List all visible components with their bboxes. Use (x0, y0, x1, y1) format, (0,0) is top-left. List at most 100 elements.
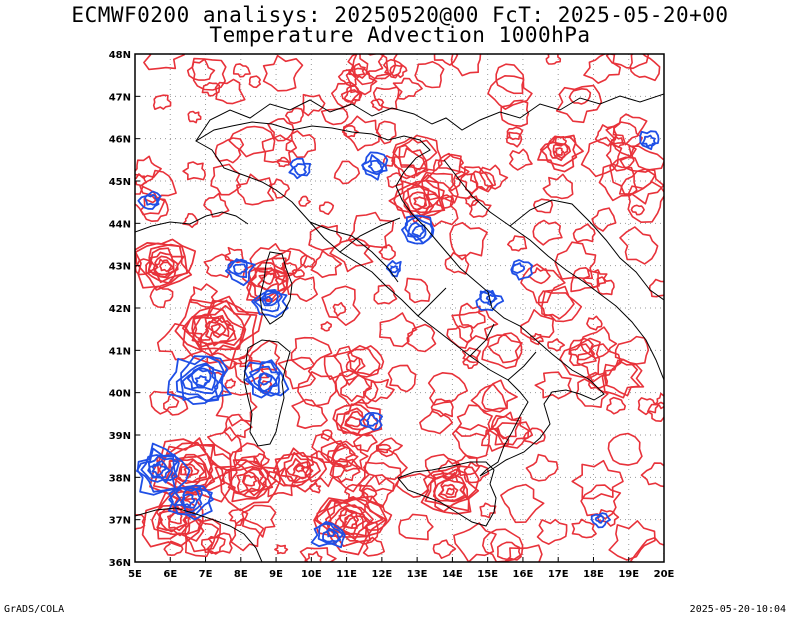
cold-advection-contour (258, 372, 273, 386)
warm-advection-contour (655, 392, 664, 410)
warm-advection-contour (277, 356, 316, 390)
sardinia-coastline (243, 339, 291, 447)
warm-advection-contour (332, 345, 381, 386)
warm-advection-contour (607, 432, 643, 466)
warm-advection-contour (149, 285, 174, 309)
warm-advection-contour (568, 337, 596, 361)
warm-advection-contour (203, 192, 230, 218)
longitude-label: 13E (407, 569, 428, 580)
warm-advection-contour (298, 195, 311, 207)
warm-advection-contour (576, 343, 622, 383)
warm-advection-contour (536, 518, 568, 545)
cold-advection-contour (173, 486, 203, 514)
longitude-label: 10E (301, 569, 322, 580)
warm-advection-contour (461, 347, 481, 364)
warm-advection-contour (320, 107, 349, 126)
cold-advection-contour (485, 293, 498, 303)
warm-advection-contour (241, 504, 277, 538)
latitude-label: 40N (109, 389, 131, 400)
cold-advection-contour (367, 159, 384, 173)
warm-advection-contour (274, 544, 289, 555)
warm-advection-contour (408, 191, 431, 211)
longitude-label: 19E (618, 569, 639, 580)
warm-advection-contour (398, 513, 434, 541)
warm-advection-contour (154, 255, 175, 276)
footer-timestamp: 2025-05-20-10:04 (689, 604, 786, 615)
cold-advection-contour (181, 363, 219, 395)
warm-advection-contour (406, 323, 437, 353)
warm-advection-contour (335, 403, 379, 437)
longitude-label: 8E (234, 569, 248, 580)
warm-advection-contour (191, 307, 245, 348)
warm-advection-contour (424, 468, 480, 512)
cold-advection-contour (263, 296, 273, 305)
warm-advection-contour (559, 337, 601, 379)
warm-advection-contour (393, 147, 429, 180)
warm-advection-contour (575, 378, 609, 408)
warm-advection-contour (433, 54, 459, 66)
cold-advection-contour (227, 258, 248, 279)
warm-advection-contour (500, 483, 545, 524)
warm-advection-contour (143, 54, 185, 71)
warm-advection-contour (236, 173, 275, 206)
warm-advection-contour (357, 461, 402, 492)
latitude-label: 46N (109, 135, 131, 146)
latitude-label: 48N (109, 50, 131, 61)
warm-advection-contour (343, 514, 358, 529)
warm-advection-contour (403, 185, 435, 214)
warm-advection-contour (591, 207, 617, 232)
warm-advection-contour (481, 334, 523, 369)
warm-advection-contour (570, 267, 600, 293)
warm-advection-contour (228, 125, 276, 158)
cold-advection-contour (168, 484, 214, 516)
warm-advection-contour (424, 153, 470, 192)
cold-advection-contour (244, 361, 281, 397)
warm-advection-contour (478, 164, 509, 190)
warm-advection-contour (347, 345, 385, 376)
warm-advection-contour (299, 547, 337, 562)
cold-advection-contour (404, 216, 434, 245)
balkan-borders (509, 199, 664, 301)
warm-advection-contour (520, 263, 566, 304)
warm-advection-contour (233, 359, 269, 386)
warm-advection-contour (462, 354, 479, 370)
italy-coastline (195, 121, 605, 477)
warm-advection-contour (439, 483, 459, 499)
warm-advection-contour (640, 462, 664, 488)
warm-advection-contour (177, 458, 206, 483)
warm-advection-contour (375, 443, 392, 454)
warm-advection-contour (191, 304, 247, 356)
balkan-coastline (443, 159, 664, 381)
warm-advection-contour (248, 339, 281, 372)
warm-advection-contour (432, 471, 469, 503)
warm-advection-contour (333, 160, 361, 185)
warm-advection-contour (313, 495, 388, 538)
latitude-label: 41N (109, 346, 131, 357)
warm-advection-contour (572, 223, 596, 243)
warm-advection-contour (580, 484, 622, 520)
warm-advection-contour (148, 251, 179, 279)
warm-advection-contour (311, 433, 347, 464)
warm-advection-contour (153, 258, 175, 278)
warm-advection-contour (506, 126, 524, 141)
warm-advection-contour (321, 285, 361, 326)
warm-advection-contour (612, 113, 648, 146)
warm-advection-contour (210, 322, 227, 336)
warm-advection-contour (345, 67, 378, 96)
warm-advection-contour (364, 378, 395, 403)
warm-advection-contour (135, 238, 197, 289)
warm-advection-contour (537, 290, 575, 320)
warm-advection-contour (309, 482, 322, 494)
cold-advection-contour (594, 514, 605, 524)
warm-advection-contour (362, 487, 378, 502)
longitude-label: 15E (477, 569, 498, 580)
warm-advection-contour (627, 181, 664, 223)
warm-advection-contour (183, 466, 194, 476)
warm-advection-contour (276, 156, 290, 168)
warm-advection-contour (261, 134, 298, 164)
cold-advection-contour (385, 260, 402, 278)
warm-advection-contour (232, 63, 251, 78)
advection-contours (135, 54, 664, 562)
latitude-label: 36N (109, 558, 131, 569)
longitude-label: 6E (163, 569, 177, 580)
